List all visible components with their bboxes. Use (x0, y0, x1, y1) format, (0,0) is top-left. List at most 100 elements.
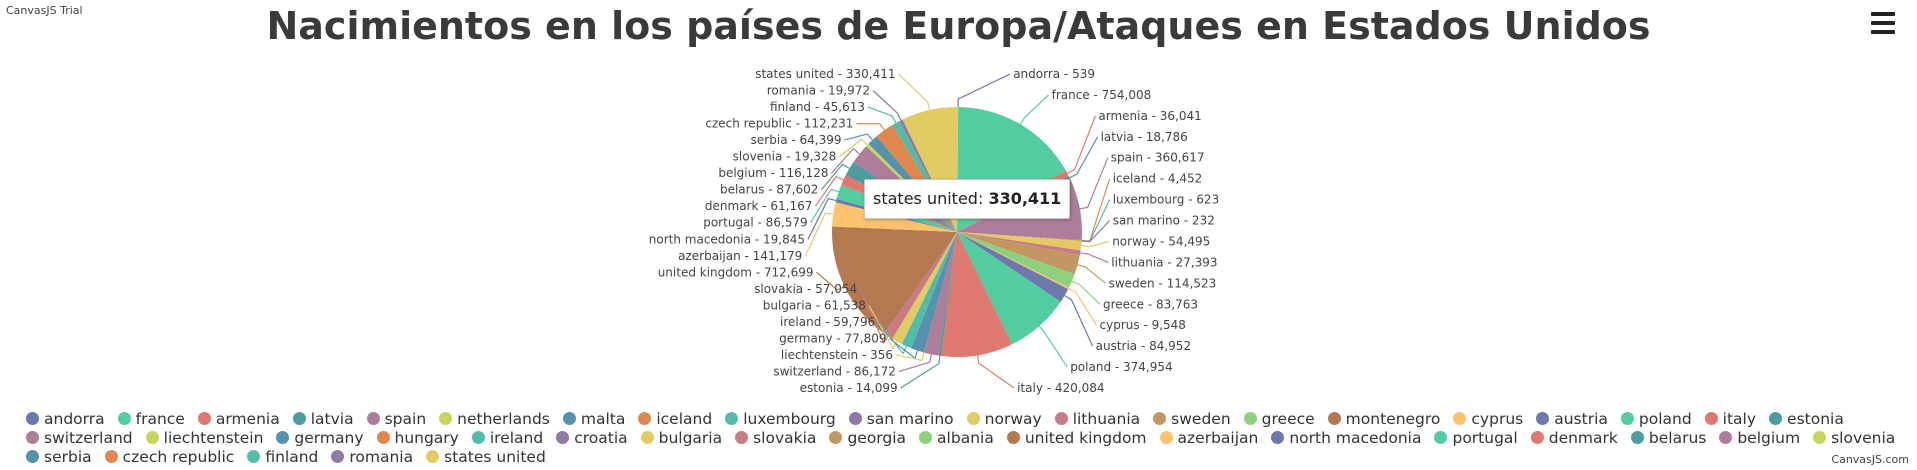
pie-slice-iceland[interactable] (957, 232, 1082, 241)
legend-item-czech-republic[interactable]: czech republic (104, 448, 234, 466)
legend-item-hungary[interactable]: hungary (376, 429, 459, 447)
legend-label: finland (265, 448, 319, 466)
legend-item-poland[interactable]: poland (1620, 410, 1692, 428)
legend-marker-icon (1054, 412, 1068, 425)
legend-marker-icon (638, 412, 652, 425)
legend-item-malta[interactable]: malta (562, 410, 625, 428)
legend-item-spain[interactable]: spain (366, 410, 426, 428)
index-label-italy: italy - 420,084 (1017, 381, 1104, 395)
legend-item-cyprus[interactable]: cyprus (1453, 410, 1523, 428)
pie-slice-luxembourg[interactable] (957, 232, 1082, 241)
legend-item-states-united[interactable]: states united (426, 448, 546, 466)
legend-marker-icon (735, 431, 749, 444)
legend-label: georgia (847, 429, 907, 447)
legend-item-switzerland[interactable]: switzerland (26, 429, 133, 447)
pie-slice-cyprus[interactable] (957, 232, 1069, 290)
legend-item-andorra[interactable]: andorra (26, 410, 105, 428)
pie-slice-poland[interactable] (957, 232, 1061, 345)
index-label-andorra: andorra - 539 (1013, 67, 1095, 81)
legend-item-greece[interactable]: greece (1243, 410, 1315, 428)
legend-label: iceland (656, 410, 713, 428)
legend-item-sweden[interactable]: sweden (1153, 410, 1231, 428)
legend-item-finland[interactable]: finland (247, 448, 318, 466)
legend-marker-icon (145, 431, 159, 444)
legend-item-latvia[interactable]: latvia (292, 410, 354, 428)
legend-item-bulgaria[interactable]: bulgaria (640, 429, 722, 447)
index-label-norway: norway - 54,495 (1112, 235, 1210, 249)
legend-marker-icon (471, 431, 485, 444)
legend-item-lithuania[interactable]: lithuania (1054, 410, 1140, 428)
pie-slice-austria[interactable] (957, 232, 1069, 302)
legend-item-netherlands[interactable]: netherlands (439, 410, 550, 428)
legend-label: austria (1554, 410, 1608, 428)
legend-item-azerbaijan[interactable]: azerbaijan (1159, 429, 1259, 447)
leader-line-romania (872, 90, 902, 121)
pie-slice-estonia[interactable] (938, 232, 957, 356)
pie-slice-italy[interactable] (941, 232, 1013, 357)
pie-slice-ireland[interactable] (901, 232, 957, 349)
legend-row: switzerland liechtenstein germany hungary ir… (26, 429, 1906, 448)
legend-item-denmark[interactable]: denmark (1530, 429, 1618, 447)
pie-slice-greece[interactable] (957, 232, 1075, 288)
tooltip: states united: 330,411 (864, 179, 1071, 219)
legend-item-belarus[interactable]: belarus (1630, 429, 1706, 447)
legend-marker-icon (1530, 431, 1544, 444)
pie-slice-slovakia[interactable] (883, 232, 957, 339)
legend-item-slovenia[interactable]: slovenia (1813, 429, 1895, 447)
legend-item-italy[interactable]: italy (1704, 410, 1757, 428)
legend-item-belgium[interactable]: belgium (1719, 429, 1800, 447)
legend-item-armenia[interactable]: armenia (197, 410, 280, 428)
legend-item-germany[interactable]: germany (276, 429, 364, 447)
leader-line-france (1020, 94, 1050, 125)
index-label-lithuania: lithuania - 27,393 (1111, 255, 1217, 269)
legend-marker-icon (1704, 412, 1718, 425)
pie-slice-bulgaria[interactable] (892, 232, 957, 345)
legend-label: latvia (310, 410, 354, 428)
legend-item-austria[interactable]: austria (1536, 410, 1608, 428)
legend-item-montenegro[interactable]: montenegro (1327, 410, 1440, 428)
pie-slice-lithuania[interactable] (957, 232, 1081, 256)
legend-label: italy (1722, 410, 1757, 428)
legend-item-ireland[interactable]: ireland (471, 429, 543, 447)
legend-label: north macedonia (1289, 429, 1422, 447)
pie-slice-sweden[interactable] (957, 232, 1080, 275)
legend-label: netherlands (457, 410, 550, 428)
legend-item-france[interactable]: france (117, 410, 185, 428)
index-label-iceland: iceland - 4,452 (1113, 172, 1203, 186)
legend-item-portugal[interactable]: portugal (1434, 429, 1518, 447)
legend-item-north-macedonia[interactable]: north macedonia (1271, 429, 1421, 447)
legend-marker-icon (1536, 412, 1550, 425)
hamburger-menu-icon[interactable] (1871, 12, 1895, 34)
index-label-luxembourg: luxembourg - 623 (1113, 193, 1220, 207)
pie-slice-germany[interactable] (911, 232, 957, 353)
legend-item-luxembourg[interactable]: luxembourg (725, 410, 836, 428)
pie-slice-united-kingdom[interactable] (831, 226, 957, 334)
legend-item-croatia[interactable]: croatia (556, 429, 628, 447)
leader-line-cyprus (1068, 287, 1098, 326)
legend-marker-icon (1453, 412, 1467, 425)
legend-item-albania[interactable]: albania (919, 429, 994, 447)
legend-label: azerbaijan (1177, 429, 1259, 447)
legend-item-georgia[interactable]: georgia (829, 429, 906, 447)
pie-slice-switzerland[interactable] (924, 232, 957, 356)
legend-item-liechtenstein[interactable]: liechtenstein (145, 429, 263, 447)
legend-label: slovenia (1831, 429, 1896, 447)
index-label-estonia: estonia - 14,099 (800, 381, 898, 395)
pie-slice-liechtenstein[interactable] (923, 232, 957, 353)
leader-line-states-united (898, 73, 931, 111)
legend-item-romania[interactable]: romania (331, 448, 413, 466)
legend-label: greece (1261, 410, 1315, 428)
legend-item-norway[interactable]: norway (966, 410, 1042, 428)
legend-label: cyprus (1471, 410, 1524, 428)
legend-item-iceland[interactable]: iceland (638, 410, 712, 428)
legend-item-united-kingdom[interactable]: united kingdom (1006, 429, 1147, 447)
legend-marker-icon (1271, 431, 1285, 444)
canvasjs-credit-link[interactable]: CanvasJS.com (1831, 453, 1909, 466)
legend-marker-icon (1620, 412, 1634, 425)
legend-item-serbia[interactable]: serbia (26, 448, 92, 466)
pie-slice-norway[interactable] (957, 232, 1082, 251)
legend-item-slovakia[interactable]: slovakia (735, 429, 816, 447)
legend-marker-icon (1813, 431, 1827, 444)
legend-item-san-marino[interactable]: san marino (848, 410, 954, 428)
legend-item-estonia[interactable]: estonia (1769, 410, 1844, 428)
